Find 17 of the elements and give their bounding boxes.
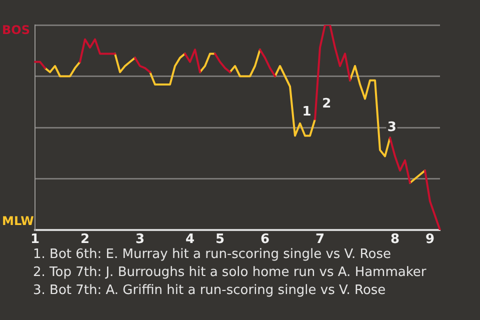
x-tick-label: 1 (30, 232, 40, 248)
text: BOS (2, 23, 30, 37)
x-tick-label: 7 (315, 232, 325, 248)
text: 3. Bot 7th: A. Griffin hit a run-scoring single vs V. Rose (33, 282, 387, 300)
x-tick-label: 2 (80, 232, 90, 248)
annotation: 3 (387, 120, 396, 135)
text: 1. Bot 6th: E. Murray hit a run-scoring single vs V. Rose (33, 246, 392, 264)
x-tick-label: 8 (390, 232, 400, 248)
annotation: 1 (302, 104, 312, 120)
x-tick-label: 4 (185, 232, 195, 248)
x-tick-label: 3 (135, 232, 145, 248)
text: 2. Top 7th: J. Burroughs hit a solo home run vs A. Hammaker (33, 264, 426, 282)
x-tick-label: 6 (260, 232, 270, 248)
text: MLW (2, 214, 34, 228)
x-tick-label: 5 (215, 232, 225, 248)
annotation: 2 (322, 96, 332, 112)
x-tick-label: 9 (425, 232, 435, 248)
